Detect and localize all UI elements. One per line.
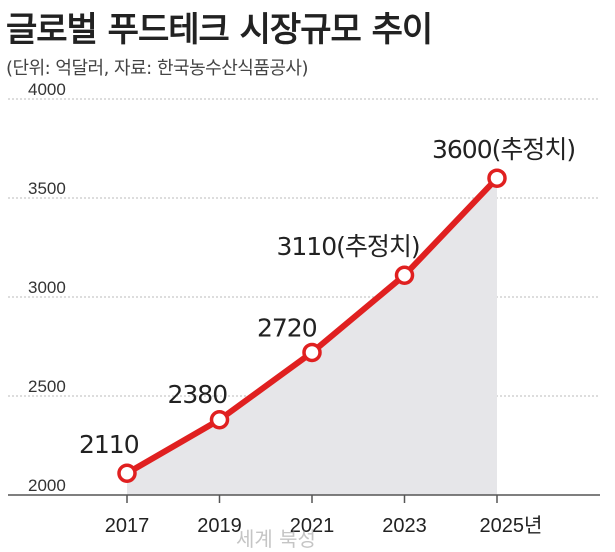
data-point-2019	[209, 410, 230, 430]
data-point-2017	[117, 463, 137, 483]
watermark: 세계 북성	[236, 527, 316, 551]
y-tick-4000: 4000	[28, 80, 66, 99]
x-axis	[8, 494, 600, 503]
y-tick-2000: 2000	[28, 476, 66, 495]
y-tick-3000: 3000	[28, 278, 66, 297]
y-tick-2500: 2500	[28, 377, 66, 396]
chart-subtitle: (단위: 억달러, 자료: 한국농수산식품공사)	[6, 58, 309, 79]
x-tick-labels: 2017 2019 2021 2023 2025년	[105, 514, 543, 537]
data-label-2019: 2380	[168, 380, 228, 409]
data-label-2021: 2720	[257, 313, 317, 342]
x-tick-label-2023: 2023	[382, 515, 427, 537]
chart-title: 글로벌 푸드테크 시장규모 추이	[6, 10, 433, 50]
data-point-2023	[394, 265, 415, 285]
y-tick-labels: 2000 2500 3000 3500 4000	[28, 80, 66, 495]
data-points	[117, 168, 507, 483]
data-labels: 2110 2380 2720 3110(추정치) 3600(추정치)	[79, 135, 576, 459]
area-fill	[127, 178, 497, 495]
x-tick-label-2021: 2021	[290, 515, 335, 537]
data-label-2025: 3600(추정치)	[432, 135, 575, 164]
y-tick-3500: 3500	[28, 179, 66, 198]
data-point-2021	[302, 342, 322, 363]
data-label-2017: 2110	[79, 430, 139, 459]
area-shape	[127, 178, 497, 495]
x-tick-label-2019: 2019	[197, 515, 242, 537]
data-point-2025	[487, 168, 507, 188]
x-tick-label-2025: 2025년	[480, 514, 543, 537]
data-label-2023: 3110(추정치)	[277, 232, 420, 261]
x-tick-label-2017: 2017	[105, 515, 150, 537]
